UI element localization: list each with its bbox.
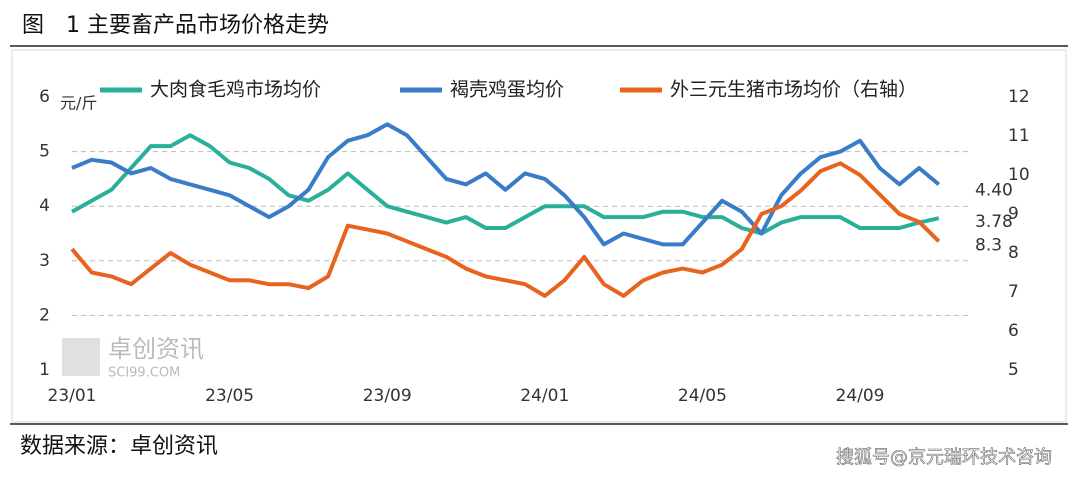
y-tick-label: 4 [39, 196, 50, 216]
series-line [71, 133, 940, 236]
legend-label: 外三元生猪市场均价（右轴） [670, 79, 917, 101]
y2-tick-label: 7 [1008, 282, 1019, 302]
x-tick-label: 24/05 [678, 386, 727, 406]
watermark: 卓创资讯 [108, 335, 204, 363]
watermark-logo [62, 338, 100, 376]
series-line [70, 161, 941, 298]
x-tick-label: 23/01 [48, 386, 97, 406]
y2-tick-label: 10 [1008, 165, 1030, 185]
plot-frame [11, 49, 1067, 423]
y-tick-label: 6 [39, 87, 50, 107]
legend-label: 褐壳鸡蛋均价 [450, 79, 564, 101]
end-label: 3.78 [975, 212, 1013, 232]
legend-label: 大肉食毛鸡市场均价 [150, 79, 321, 101]
y-tick-label: 3 [39, 251, 50, 271]
x-tick-label: 23/09 [363, 386, 412, 406]
y-tick-label: 2 [39, 305, 50, 325]
x-tick-label: 23/05 [205, 386, 254, 406]
y2-tick-label: 12 [1008, 87, 1030, 107]
y2-tick-label: 9 [1008, 204, 1019, 224]
y-axis-label: 元/斤 [60, 94, 97, 113]
y-tick-label: 5 [39, 142, 50, 162]
x-tick-label: 24/09 [836, 386, 885, 406]
series-line [71, 122, 941, 247]
y2-tick-label: 8 [1008, 243, 1019, 263]
credit: 搜狐号@京元瑞环技术咨询 [836, 447, 1052, 468]
end-label: 4.40 [975, 180, 1013, 200]
x-tick-label: 24/01 [520, 386, 569, 406]
y2-tick-label: 5 [1008, 360, 1019, 380]
end-label: 8.3 [975, 235, 1002, 255]
source: 数据来源：卓创资讯 [20, 434, 218, 459]
y-tick-label: 1 [39, 360, 50, 380]
watermark-sub: SCI99.COM [108, 366, 180, 381]
chart-title: 图 1 主要畜产品市场价格走势 [22, 13, 329, 38]
y2-tick-label: 6 [1008, 321, 1019, 341]
y2-tick-label: 11 [1008, 126, 1030, 146]
